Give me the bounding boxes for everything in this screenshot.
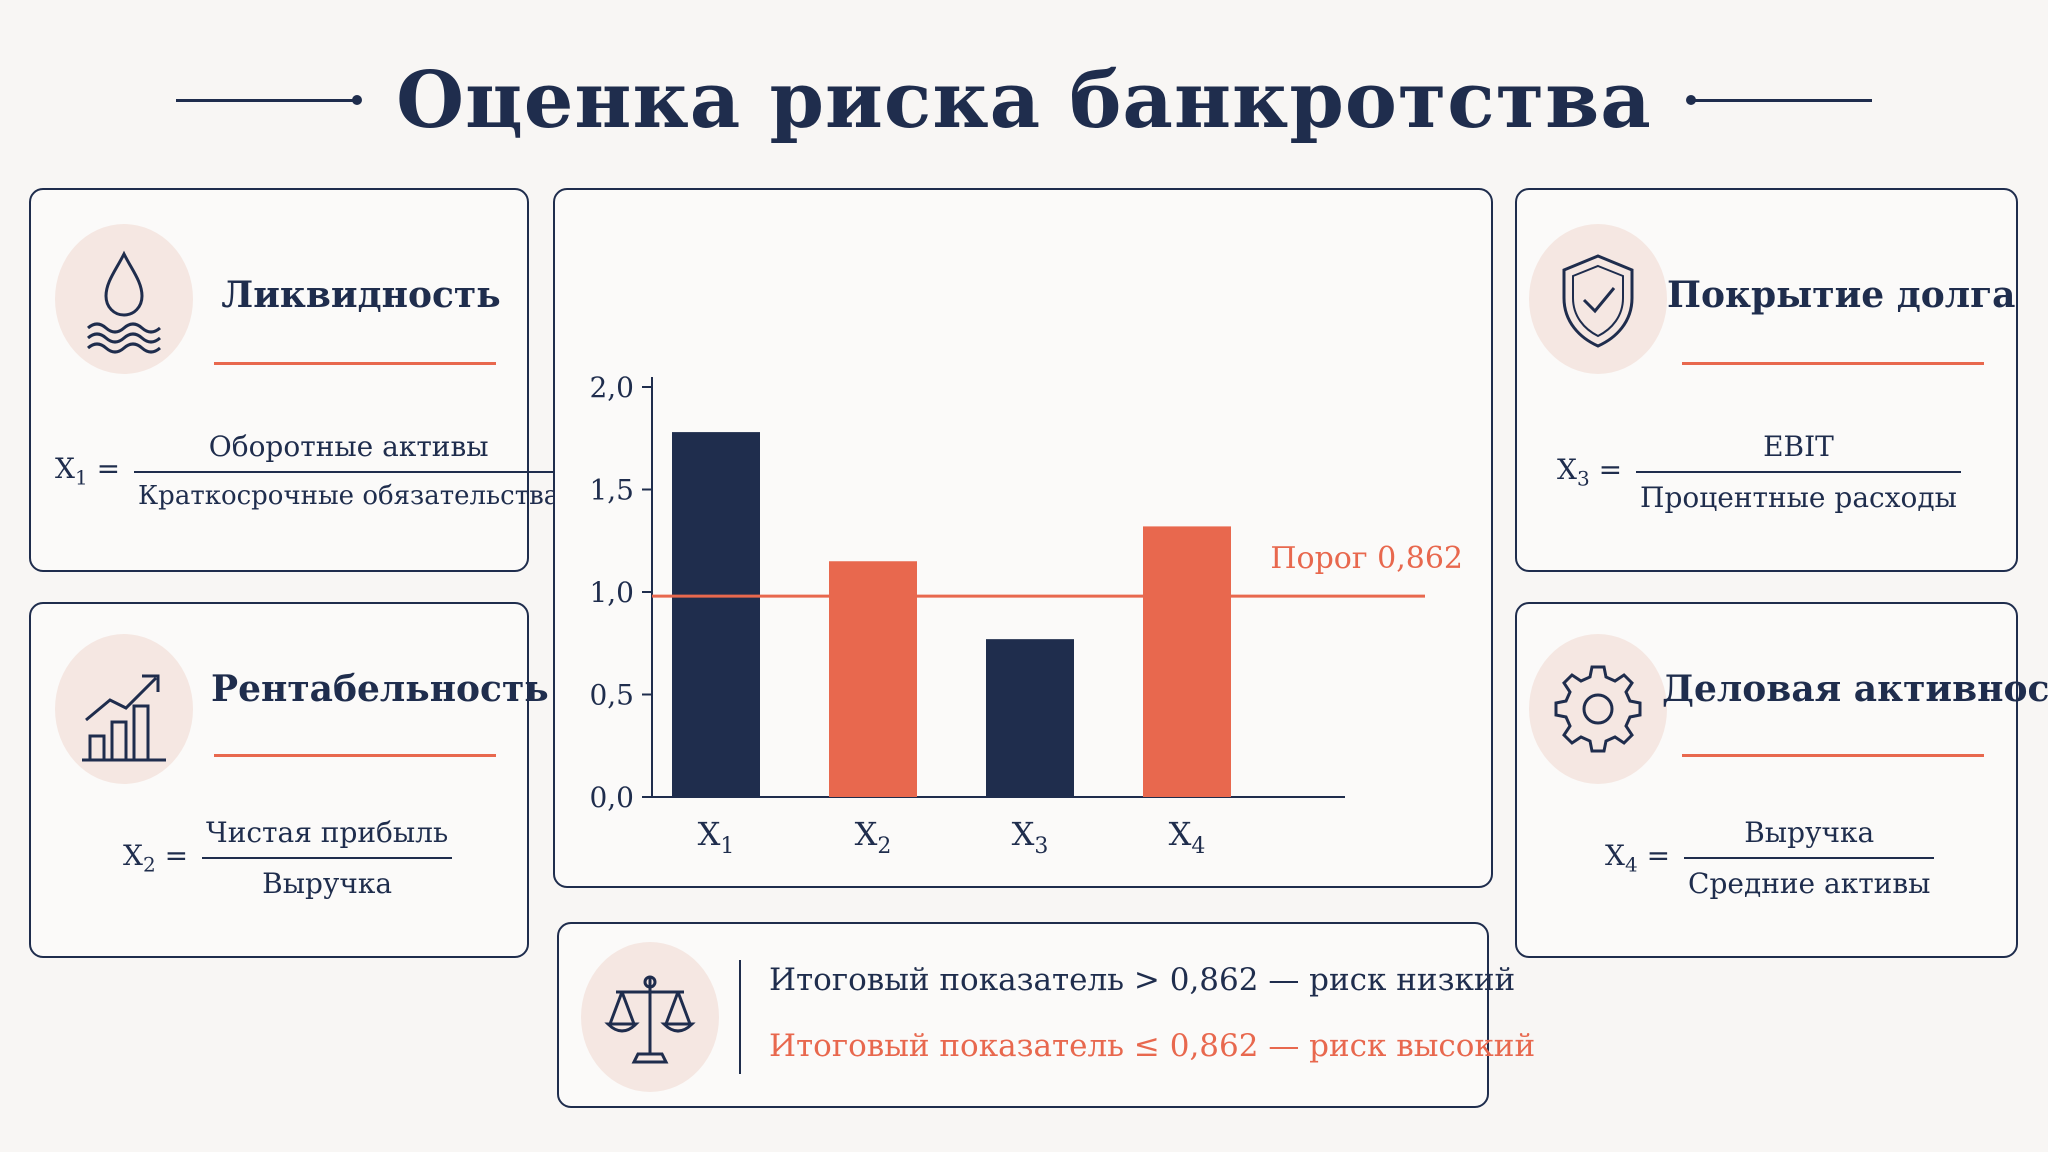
scales-icon xyxy=(604,975,696,1064)
title-left-rule xyxy=(176,94,363,105)
profitability-title: Рентабельность xyxy=(211,668,549,710)
profitability-underline xyxy=(214,754,496,757)
fraction-bar xyxy=(202,857,453,859)
legend-card: Итоговый показатель > 0,862 — риск низки… xyxy=(557,922,1535,1108)
formula-denominator: Краткосрочные обязательства xyxy=(138,481,560,511)
debt-coverage-card: Покрытие долга X3 = EBIT Процентные расх… xyxy=(1515,188,2018,572)
formula-lhs: X2 = xyxy=(123,839,189,877)
bar-x3 xyxy=(986,639,1074,797)
title-right-rule xyxy=(1685,94,1872,105)
bar-x4 xyxy=(1143,526,1231,797)
fraction-bar xyxy=(1636,471,1961,473)
formula-lhs: X4 = xyxy=(1605,839,1671,877)
debt-coverage-formula: X3 = EBIT Процентные расходы xyxy=(1557,430,1961,514)
y-tick-label: 0,5 xyxy=(589,679,634,712)
debt-coverage-underline xyxy=(1682,362,1984,365)
x-tick-label: X1 xyxy=(698,815,735,859)
formula-numerator: EBIT xyxy=(1763,430,1834,463)
chart-card: 0,0 0,5 1,0 1,5 2,0 X1 X2 X3 X4 Порог 0,862 xyxy=(553,188,1493,888)
formula-fraction: Выручка Средние активы xyxy=(1684,816,1935,900)
business-activity-card: Деловая активность X4 = Выручка Средние … xyxy=(1515,602,2048,958)
y-tick-label: 1,0 xyxy=(589,576,634,609)
profitability-card: Рентабельность X2 = Чистая прибыль Выруч… xyxy=(29,602,549,958)
formula-numerator: Оборотные активы xyxy=(208,430,489,463)
profitability-icon-circle xyxy=(55,634,193,784)
shield-check-icon xyxy=(1562,254,1634,348)
formula-fraction: Оборотные активы Краткосрочные обязатель… xyxy=(134,430,564,511)
formula-fraction: EBIT Процентные расходы xyxy=(1636,430,1961,514)
x-tick-label: X3 xyxy=(1012,815,1049,859)
x-tick-label: X4 xyxy=(1169,815,1206,859)
formula-fraction: Чистая прибыль Выручка xyxy=(202,816,453,900)
y-tick-label: 2,0 xyxy=(589,371,634,404)
page-title: Оценка риска банкротства xyxy=(396,54,1652,146)
formula-numerator: Чистая прибыль xyxy=(206,816,449,849)
liquidity-title: Ликвидность xyxy=(221,274,501,316)
bar-chart: 0,0 0,5 1,0 1,5 2,0 X1 X2 X3 X4 Порог 0,862 xyxy=(589,371,1463,859)
formula-denominator: Выручка xyxy=(262,867,393,900)
liquidity-card: Ликвидность X1 = Оборотные активы Кратко… xyxy=(29,188,564,572)
y-tick-label: 1,5 xyxy=(589,474,634,507)
formula-denominator: Средние активы xyxy=(1688,867,1931,900)
bar-x2 xyxy=(829,561,917,797)
business-activity-underline xyxy=(1682,754,1984,757)
business-activity-title: Деловая активность xyxy=(1662,668,2048,710)
liquidity-formula: X1 = Оборотные активы Краткосрочные обяз… xyxy=(55,430,564,511)
formula-numerator: Выручка xyxy=(1744,816,1875,849)
formula-lhs: X1 = xyxy=(55,451,121,490)
legend-low-risk: Итоговый показатель > 0,862 — риск низки… xyxy=(769,962,1516,998)
liquidity-underline xyxy=(214,362,496,365)
gear-icon xyxy=(1554,665,1642,753)
growth-chart-icon xyxy=(82,674,166,762)
business-activity-icon-circle xyxy=(1529,634,1667,784)
threshold-label: Порог 0,862 xyxy=(1270,541,1463,576)
water-drop-icon xyxy=(87,250,161,354)
profitability-formula: X2 = Чистая прибыль Выручка xyxy=(123,816,453,900)
debt-coverage-icon-circle xyxy=(1529,224,1667,374)
fraction-bar xyxy=(1684,857,1935,859)
liquidity-icon-circle xyxy=(55,224,193,374)
y-tick-label: 0,0 xyxy=(589,781,634,814)
legend-high-risk: Итоговый показатель ≤ 0,862 — риск высок… xyxy=(769,1028,1536,1064)
legend-icon-circle xyxy=(581,942,719,1092)
legend-divider xyxy=(739,960,741,1074)
title-bar: Оценка риска банкротства xyxy=(0,40,2048,160)
bar-x1 xyxy=(672,432,760,797)
debt-coverage-title: Покрытие долга xyxy=(1667,274,2016,316)
formula-lhs: X3 = xyxy=(1557,453,1623,491)
business-activity-formula: X4 = Выручка Средние активы xyxy=(1605,816,1935,900)
fraction-bar xyxy=(134,471,564,473)
formula-denominator: Процентные расходы xyxy=(1640,481,1957,514)
x-tick-label: X2 xyxy=(855,815,892,859)
